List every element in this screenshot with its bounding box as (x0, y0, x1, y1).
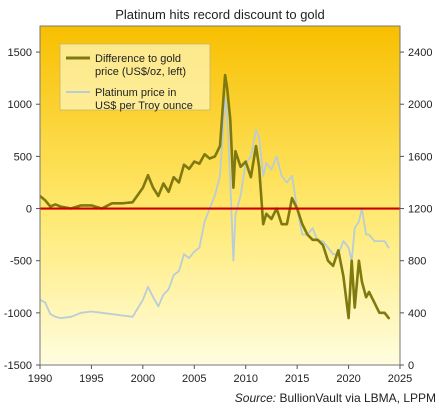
legend-label-difference-line2: price (US$/oz, left) (95, 66, 186, 78)
y-right-tick-label: 2000 (408, 99, 432, 111)
source-label: Source: (235, 391, 276, 405)
y-left-tick-label: 0 (26, 204, 32, 216)
x-tick-label: 1990 (28, 373, 52, 385)
y-right-tick-label: 400 (408, 308, 426, 320)
y-left-tick-label: 1000 (8, 99, 32, 111)
x-tick-label: 2025 (388, 373, 412, 385)
y-right-tick-label: 1200 (408, 204, 432, 216)
x-tick-label: 1995 (79, 373, 103, 385)
y-left-tick-label: -1000 (4, 308, 32, 320)
source-caption: Source: BullionVault via LBMA, LPPM (235, 391, 436, 405)
series-line-difference (40, 73, 390, 320)
x-tick-label: 2005 (182, 373, 206, 385)
y-left-tick-label: -1500 (4, 360, 32, 372)
x-tick-label: 2020 (336, 373, 360, 385)
y-right-tick-label: 1600 (408, 151, 432, 163)
source-text: BullionVault via LBMA, LPPM (276, 391, 436, 405)
legend-label-platinum-line2: US$ per Troy ounce (95, 100, 193, 112)
x-tick-label: 2000 (131, 373, 155, 385)
legend-label-difference-line1: Difference to gold (95, 53, 181, 65)
axis-layer: 1990 1995 2000 2005 2010 2015 2020 2025 -1500 -10… (4, 47, 433, 385)
plot-frame (39, 25, 401, 366)
series-line-platinum (40, 96, 390, 319)
x-tick-label: 2010 (233, 373, 257, 385)
y-left-tick-label: 1500 (8, 47, 32, 59)
y-right-tick-label: 800 (408, 256, 426, 268)
y-left-tick-label: 500 (14, 151, 32, 163)
legend-label-platinum-line1: Platinum price in (95, 87, 176, 99)
series-layer (40, 73, 400, 320)
y-right-tick-label: 0 (408, 360, 414, 372)
y-right-tick-label: 2400 (408, 47, 432, 59)
chart-title: Platinum hits record discount to gold (115, 7, 325, 22)
legend-box (59, 43, 211, 111)
legend: Difference to gold price (US$/oz, left) … (59, 43, 211, 112)
y-left-tick-label: -500 (10, 256, 32, 268)
x-tick-label: 2015 (285, 373, 309, 385)
